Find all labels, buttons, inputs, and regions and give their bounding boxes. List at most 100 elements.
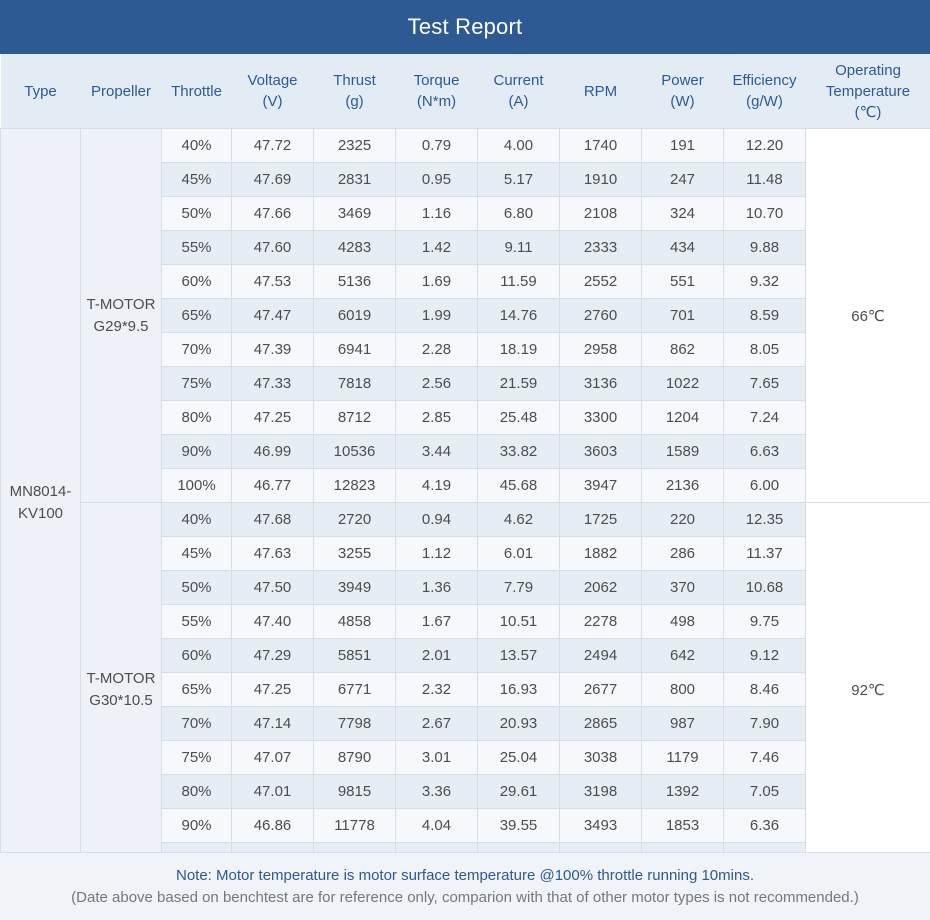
torque-cell: 3.44 bbox=[396, 435, 478, 469]
efficiency-cell: 9.12 bbox=[724, 639, 806, 673]
thrust-cell: 12823 bbox=[314, 469, 396, 503]
current-cell: 39.55 bbox=[478, 809, 560, 843]
throttle-cell: 90% bbox=[162, 809, 232, 843]
power-cell: 701 bbox=[642, 299, 724, 333]
thrust-cell: 11778 bbox=[314, 809, 396, 843]
efficiency-cell: 6.00 bbox=[724, 469, 806, 503]
thrust-cell: 5136 bbox=[314, 265, 396, 299]
header-propeller: Propeller bbox=[81, 54, 162, 129]
torque-cell: 1.99 bbox=[396, 299, 478, 333]
power-cell: 1853 bbox=[642, 809, 724, 843]
power-cell: 498 bbox=[642, 605, 724, 639]
voltage-cell: 47.39 bbox=[232, 333, 314, 367]
rpm-cell: 2333 bbox=[560, 231, 642, 265]
power-cell: 800 bbox=[642, 673, 724, 707]
power-cell: 247 bbox=[642, 163, 724, 197]
temperature-note: Note: Motor temperature is motor surface… bbox=[0, 865, 930, 887]
efficiency-cell: 8.59 bbox=[724, 299, 806, 333]
throttle-cell: 70% bbox=[162, 333, 232, 367]
voltage-cell: 47.68 bbox=[232, 503, 314, 537]
rpm-cell: 3136 bbox=[560, 367, 642, 401]
thrust-cell: 8712 bbox=[314, 401, 396, 435]
power-cell: 220 bbox=[642, 503, 724, 537]
voltage-cell: 47.69 bbox=[232, 163, 314, 197]
voltage-cell: 47.53 bbox=[232, 265, 314, 299]
torque-cell: 2.56 bbox=[396, 367, 478, 401]
voltage-cell: 47.60 bbox=[232, 231, 314, 265]
efficiency-cell: 11.48 bbox=[724, 163, 806, 197]
voltage-cell: 47.66 bbox=[232, 197, 314, 231]
power-cell: 551 bbox=[642, 265, 724, 299]
voltage-cell: 47.29 bbox=[232, 639, 314, 673]
rpm-cell: 3603 bbox=[560, 435, 642, 469]
torque-cell: 2.01 bbox=[396, 639, 478, 673]
current-cell: 45.68 bbox=[478, 469, 560, 503]
header-rpm: RPM bbox=[560, 54, 642, 129]
rpm-cell: 1910 bbox=[560, 163, 642, 197]
throttle-cell: 65% bbox=[162, 299, 232, 333]
test-data-table: Type Propeller Throttle Voltage(V) Thrus… bbox=[0, 54, 930, 877]
header-row: Type Propeller Throttle Voltage(V) Thrus… bbox=[1, 54, 930, 129]
voltage-cell: 47.25 bbox=[232, 673, 314, 707]
throttle-cell: 70% bbox=[162, 707, 232, 741]
throttle-cell: 55% bbox=[162, 231, 232, 265]
power-cell: 1392 bbox=[642, 775, 724, 809]
thrust-cell: 3255 bbox=[314, 537, 396, 571]
efficiency-cell: 12.35 bbox=[724, 503, 806, 537]
throttle-cell: 55% bbox=[162, 605, 232, 639]
torque-cell: 0.94 bbox=[396, 503, 478, 537]
thrust-cell: 2325 bbox=[314, 129, 396, 163]
power-cell: 324 bbox=[642, 197, 724, 231]
efficiency-cell: 8.05 bbox=[724, 333, 806, 367]
throttle-cell: 75% bbox=[162, 367, 232, 401]
efficiency-cell: 7.05 bbox=[724, 775, 806, 809]
current-cell: 20.93 bbox=[478, 707, 560, 741]
torque-cell: 3.01 bbox=[396, 741, 478, 775]
voltage-cell: 46.77 bbox=[232, 469, 314, 503]
header-power: Power(W) bbox=[642, 54, 724, 129]
voltage-cell: 47.07 bbox=[232, 741, 314, 775]
torque-cell: 3.36 bbox=[396, 775, 478, 809]
throttle-cell: 50% bbox=[162, 197, 232, 231]
power-cell: 862 bbox=[642, 333, 724, 367]
thrust-cell: 6771 bbox=[314, 673, 396, 707]
voltage-cell: 47.47 bbox=[232, 299, 314, 333]
rpm-cell: 3198 bbox=[560, 775, 642, 809]
rpm-cell: 1740 bbox=[560, 129, 642, 163]
power-cell: 1022 bbox=[642, 367, 724, 401]
power-cell: 1204 bbox=[642, 401, 724, 435]
current-cell: 4.62 bbox=[478, 503, 560, 537]
current-cell: 14.76 bbox=[478, 299, 560, 333]
efficiency-cell: 10.68 bbox=[724, 571, 806, 605]
efficiency-cell: 9.88 bbox=[724, 231, 806, 265]
efficiency-cell: 7.24 bbox=[724, 401, 806, 435]
efficiency-cell: 10.70 bbox=[724, 197, 806, 231]
current-cell: 6.80 bbox=[478, 197, 560, 231]
torque-cell: 1.42 bbox=[396, 231, 478, 265]
power-cell: 642 bbox=[642, 639, 724, 673]
torque-cell: 4.04 bbox=[396, 809, 478, 843]
torque-cell: 1.69 bbox=[396, 265, 478, 299]
current-cell: 10.51 bbox=[478, 605, 560, 639]
current-cell: 13.57 bbox=[478, 639, 560, 673]
header-efficiency: Efficiency(g/W) bbox=[724, 54, 806, 129]
efficiency-cell: 9.75 bbox=[724, 605, 806, 639]
throttle-cell: 60% bbox=[162, 265, 232, 299]
voltage-cell: 47.50 bbox=[232, 571, 314, 605]
thrust-cell: 3949 bbox=[314, 571, 396, 605]
efficiency-cell: 9.32 bbox=[724, 265, 806, 299]
current-cell: 5.17 bbox=[478, 163, 560, 197]
thrust-cell: 2831 bbox=[314, 163, 396, 197]
thrust-cell: 4858 bbox=[314, 605, 396, 639]
rpm-cell: 2494 bbox=[560, 639, 642, 673]
efficiency-cell: 8.46 bbox=[724, 673, 806, 707]
header-throttle: Throttle bbox=[162, 54, 232, 129]
header-type: Type bbox=[1, 54, 81, 129]
footnote: Note: Motor temperature is motor surface… bbox=[0, 852, 930, 920]
current-cell: 11.59 bbox=[478, 265, 560, 299]
disclaimer-note: (Date above based on benchtest are for r… bbox=[0, 887, 930, 909]
torque-cell: 4.19 bbox=[396, 469, 478, 503]
thrust-cell: 8790 bbox=[314, 741, 396, 775]
